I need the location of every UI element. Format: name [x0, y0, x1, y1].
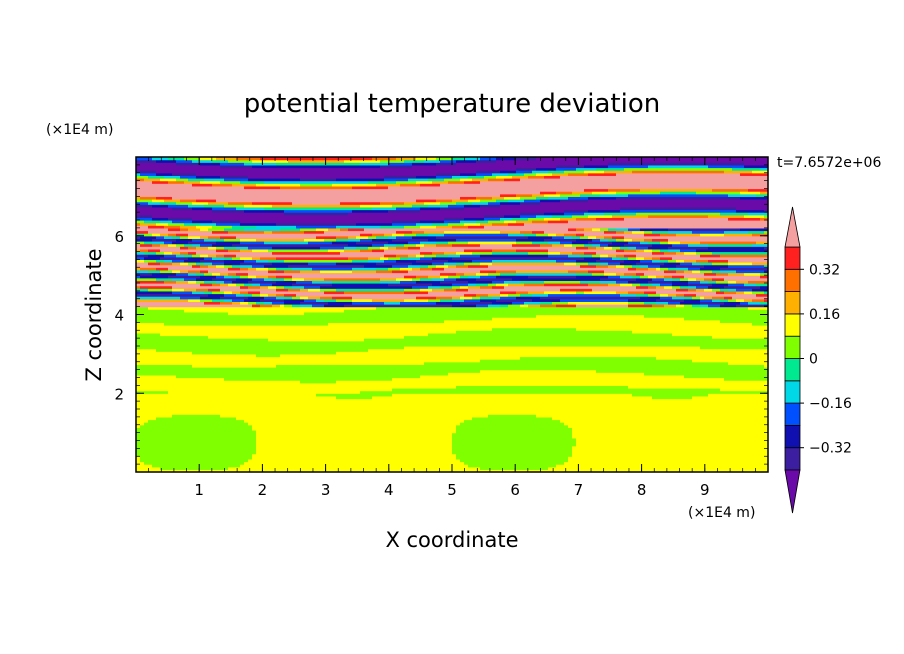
temperature-field: [136, 157, 769, 473]
chart-title: potential temperature deviation: [244, 89, 660, 119]
time-label: t=7.6572e+06: [777, 155, 881, 171]
y-unit-label: (×1E4 m): [46, 122, 113, 138]
